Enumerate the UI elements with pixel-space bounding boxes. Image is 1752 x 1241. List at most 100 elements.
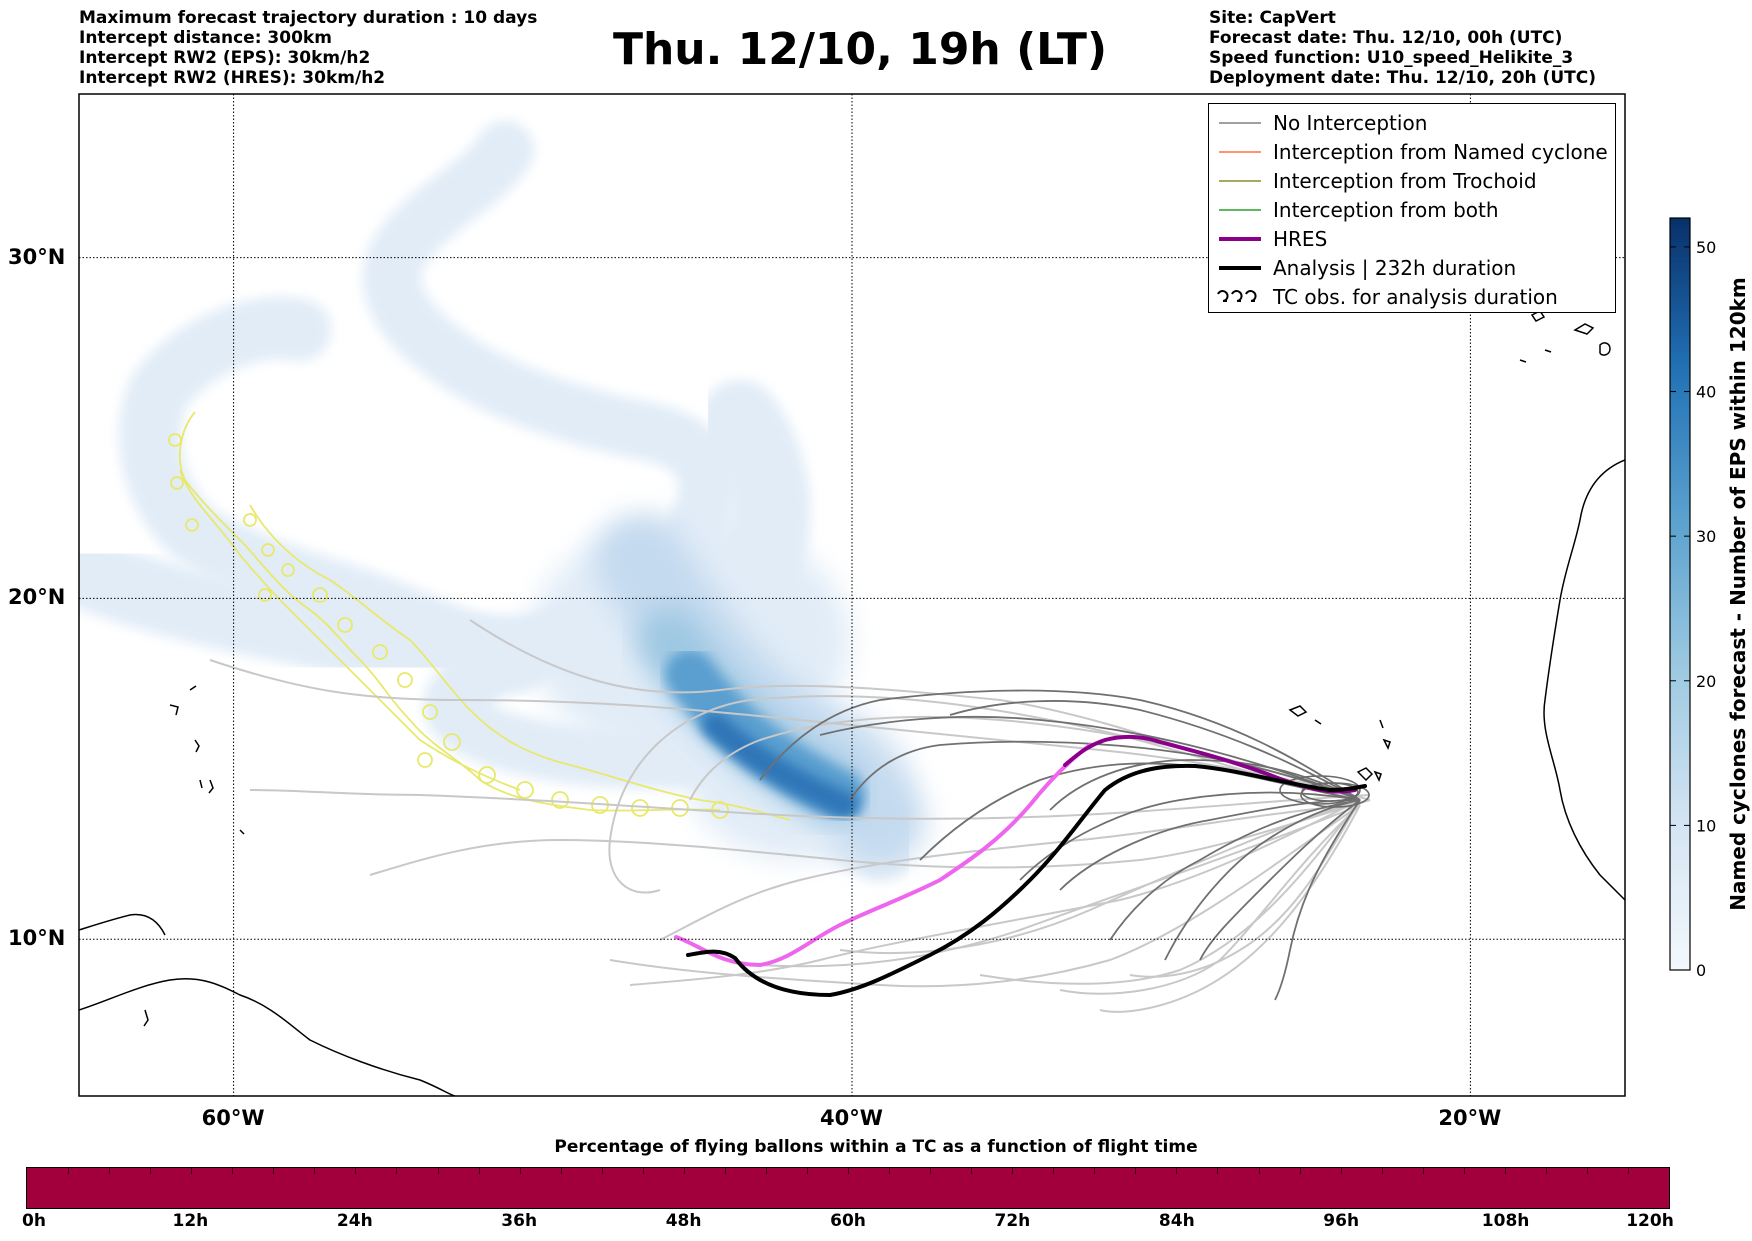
timebar-title: Percentage of flying ballons within a TC… [554, 1137, 1198, 1157]
colorbar-tick-label: 50 [1696, 238, 1716, 257]
longitude-label: 40°W [820, 1106, 883, 1130]
timebar-minor-tick [1504, 1168, 1506, 1174]
timebar-minor-tick [560, 1168, 562, 1174]
coastlines [79, 310, 1625, 1096]
analysis-track [686, 763, 1367, 998]
legend-item: HRES [1209, 226, 1615, 252]
header-right-line: Site: CapVert [1209, 8, 1336, 28]
no-interception-tracks [209, 619, 1371, 1013]
timebar-minor-tick [396, 1168, 398, 1174]
legend-line-icon [1219, 122, 1261, 124]
timebar-minor-tick [109, 1168, 111, 1174]
coastline-south-america [79, 977, 456, 1096]
coastline-capeverde [1288, 705, 1391, 782]
legend-label: No Interception [1273, 111, 1428, 135]
timebar-ticks [27, 1168, 1669, 1208]
timebar-minor-tick [1299, 1168, 1301, 1174]
legend-label: HRES [1273, 227, 1328, 251]
trajectory [949, 700, 1361, 801]
timebar-minor-tick [478, 1168, 480, 1174]
trajectory [209, 659, 1371, 801]
legend-item: TC obs. for analysis duration [1209, 284, 1615, 310]
timebar-minor-tick [232, 1168, 234, 1174]
latitude-label: 20°N [8, 585, 66, 610]
header-left-line: Intercept RW2 (HRES): 30km/h2 [79, 68, 386, 88]
legend-label: Interception from both [1273, 198, 1499, 222]
density-core [702, 712, 858, 818]
timebar-minor-tick [437, 1168, 439, 1174]
timebar-tick-label: 36h [501, 1211, 538, 1231]
timebar-tick-label: 12h [172, 1211, 209, 1231]
legend-line-icon [1219, 209, 1261, 211]
timebar-minor-tick [642, 1168, 644, 1174]
trajectory [1164, 799, 1361, 961]
legend-line-icon [1219, 151, 1261, 153]
colorbar-tick-label: 0 [1696, 961, 1706, 980]
timebar-minor-tick [1176, 1168, 1178, 1174]
map-legend: No Interception Interception from Named c… [1208, 103, 1616, 313]
timebar-minor-tick [1381, 1168, 1383, 1174]
map-plot-area [79, 121, 1625, 1096]
timebar-minor-tick [1258, 1168, 1260, 1174]
density-colorbar: 0 10 20 30 40 50 [1669, 217, 1716, 980]
timebar-tick-label: 108h [1481, 1211, 1530, 1231]
latitude-label: 10°N [8, 926, 66, 951]
timebar-minor-tick [1012, 1168, 1014, 1174]
colorbar-tick-label: 10 [1696, 816, 1716, 835]
legend-label: Interception from Named cyclone [1273, 140, 1608, 164]
timebar-tick-label: 0h [22, 1211, 46, 1231]
legend-item: No Interception [1209, 110, 1615, 136]
timebar-tick-label: 96h [1323, 1211, 1360, 1231]
timebar-tick-label: 120h [1626, 1211, 1674, 1231]
timebar-minor-tick [683, 1168, 685, 1174]
legend-item: Interception from both [1209, 197, 1615, 223]
header-left-line: Intercept distance: 300km [79, 28, 332, 48]
timebar-minor-tick [1422, 1168, 1424, 1174]
longitude-label: 60°W [201, 1106, 265, 1130]
timebar-minor-tick [765, 1168, 767, 1174]
hres-track [674, 743, 1092, 968]
trajectory [1059, 799, 1361, 891]
legend-label: TC obs. for analysis duration [1273, 285, 1558, 309]
timebar-minor-tick [273, 1168, 275, 1174]
colorbar-ticks: 0 10 20 30 40 50 [1670, 238, 1716, 980]
trochoid-track [178, 411, 721, 812]
colorbar-title: Named cyclones forecast - Number of EPS … [1726, 277, 1750, 911]
coastline-islands [143, 685, 245, 1027]
timebar-minor-tick [806, 1168, 808, 1174]
timebar-tick-label: 48h [665, 1211, 702, 1231]
colorbar-gradient [1669, 217, 1691, 971]
legend-label: Interception from Trochoid [1273, 169, 1537, 193]
timebar-tick-label: 24h [336, 1211, 373, 1231]
cyclone-density-field [79, 121, 925, 880]
header-left-line: Intercept RW2 (EPS): 30km/h2 [79, 48, 371, 68]
timebar-minor-tick [889, 1168, 891, 1174]
timebar-minor-tick [1094, 1168, 1096, 1174]
trajectory [839, 799, 1361, 954]
density-swath [362, 121, 737, 789]
colorbar-tick-label: 30 [1696, 527, 1716, 546]
timebar-minor-tick [848, 1168, 849, 1174]
timebar-minor-tick [971, 1168, 973, 1174]
timebar-minor-tick [1627, 1168, 1629, 1174]
timebar-minor-tick [150, 1168, 152, 1174]
header-right-line: Deployment date: Thu. 12/10, 20h (UTC) [1209, 68, 1596, 88]
cyclone-loops-icon [1217, 290, 1257, 302]
legend-item: Analysis | 232h duration [1209, 255, 1615, 281]
header-info-right: Site: CapVert Forecast date: Thu. 12/10,… [1209, 8, 1596, 88]
timebar-minor-tick [68, 1168, 70, 1174]
latitude-label: 30°N [8, 244, 66, 269]
timebar-minor-tick [1217, 1168, 1219, 1174]
timebar-minor-tick [314, 1168, 316, 1174]
timebar-minor-tick [1586, 1168, 1588, 1174]
header-info-left: Maximum forecast trajectory duration : 1… [79, 8, 537, 88]
legend-item: Interception from Named cyclone [1209, 139, 1615, 165]
timebar-tick-label: 84h [1158, 1211, 1195, 1231]
map-title: Thu. 12/10, 19h (LT) [612, 24, 1108, 75]
legend-item: Interception from Trochoid [1209, 168, 1615, 194]
legend-line-icon [1219, 266, 1261, 270]
trajectory [249, 789, 1371, 820]
timebar [26, 1167, 1670, 1209]
trochoid-track [249, 504, 791, 821]
trajectory [1099, 804, 1361, 1013]
